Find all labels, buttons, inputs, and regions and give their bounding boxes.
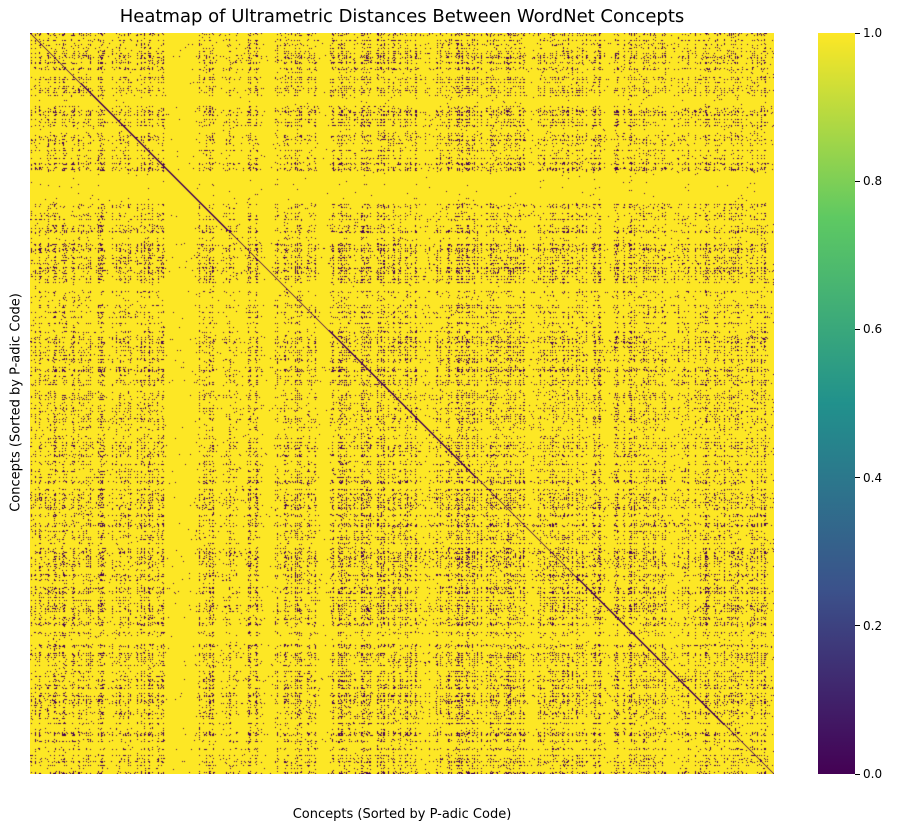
colorbar-tick bbox=[855, 328, 860, 330]
colorbar-tick-label: 0.6 bbox=[863, 322, 883, 337]
colorbar-tick-label: 1.0 bbox=[863, 26, 883, 40]
colorbar-tick bbox=[855, 625, 860, 627]
colorbar-tick-label: 0.4 bbox=[863, 470, 883, 485]
colorbar-tick-label: 0.8 bbox=[863, 174, 883, 189]
colorbar-tick-label: 0.0 bbox=[863, 767, 883, 781]
colorbar-tick bbox=[855, 477, 860, 479]
colorbar-gradient bbox=[818, 33, 855, 774]
y-axis-label: Concepts (Sorted by P-adic Code) bbox=[8, 293, 24, 512]
colorbar-tick bbox=[855, 180, 860, 182]
colorbar bbox=[818, 33, 855, 774]
colorbar-tick bbox=[855, 32, 860, 34]
x-axis-label: Concepts (Sorted by P-adic Code) bbox=[292, 807, 512, 822]
colorbar-tick bbox=[855, 773, 860, 775]
chart-title: Heatmap of Ultrametric Distances Between… bbox=[119, 6, 685, 27]
colorbar-tick-label: 0.2 bbox=[863, 618, 883, 633]
heatmap-matrix bbox=[30, 33, 774, 774]
